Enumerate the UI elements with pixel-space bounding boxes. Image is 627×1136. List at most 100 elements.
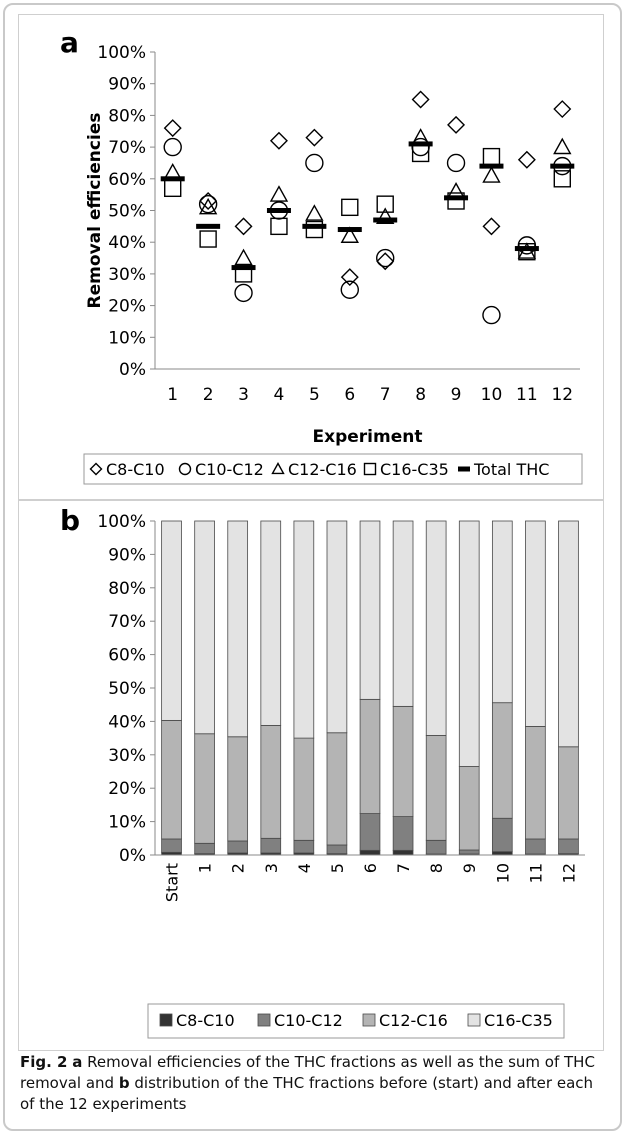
legend-b-label: C10-C12 <box>274 1011 343 1030</box>
legend-a-marker-total-thc <box>458 466 470 472</box>
bar-c16-c35 <box>392 520 414 707</box>
caption-a-label: a <box>72 1053 83 1071</box>
x-tick-label-a: 8 <box>415 385 426 405</box>
bar-c16-c35 <box>161 520 182 721</box>
legend-b-box <box>147 1003 565 1039</box>
y-tick-label-b: 10% <box>108 813 146 833</box>
y-tick-label-a: 30% <box>108 265 146 285</box>
point-c16-c35 <box>553 170 571 188</box>
caption-a-text: Removal efficiencies of the THC fraction… <box>20 1053 595 1092</box>
point-total-thc <box>160 176 185 182</box>
bar-c10-c12 <box>392 816 414 851</box>
y-tick-label-b: 90% <box>108 545 146 565</box>
bar-c12-c16 <box>161 719 182 840</box>
bar-c16-c35 <box>491 520 513 704</box>
point-c8-c10 <box>305 128 324 147</box>
point-total-thc <box>373 217 398 223</box>
point-c8-c10 <box>340 268 359 287</box>
y-tick-label-b: 100% <box>97 512 146 532</box>
point-total-thc <box>266 208 291 213</box>
bar-c16-c35 <box>227 520 249 738</box>
legend-a-marker-c8-c10 <box>89 462 103 476</box>
point-c8-c10 <box>269 131 288 150</box>
point-c8-c10 <box>482 217 501 236</box>
bar-c12-c16 <box>425 735 447 841</box>
x-tick-label-a: 5 <box>309 385 320 405</box>
point-c12-c16 <box>234 248 253 266</box>
point-c8-c10 <box>411 90 430 109</box>
bar-c16-c35 <box>425 520 447 736</box>
legend-a-item: Total THC <box>458 460 549 479</box>
point-c10-c12 <box>234 283 253 303</box>
point-c10-c12 <box>482 305 501 325</box>
legend-b-swatch-c8-c10 <box>159 1013 173 1027</box>
point-c16-c35 <box>376 195 394 213</box>
legend-b-item: C12-C16 <box>362 1011 448 1030</box>
y-tick-label-b: 50% <box>108 679 146 699</box>
bar-c12-c16 <box>525 726 546 840</box>
bar-c12-c16 <box>326 732 348 846</box>
point-c12-c16 <box>482 166 501 183</box>
bar-c12-c16 <box>194 733 215 844</box>
y-tick-label-b: 60% <box>108 646 146 666</box>
point-c12-c16 <box>340 226 359 243</box>
bar-c10-c12 <box>326 844 348 855</box>
x-axis-title-a: Experiment <box>313 427 423 447</box>
point-c8-c10 <box>376 252 395 271</box>
figure-frame <box>3 3 622 1131</box>
x-tick-label-a: 1 <box>167 385 178 405</box>
x-tick-label-b: 2 <box>229 863 248 873</box>
legend-a-label: C10-C12 <box>195 460 264 479</box>
point-c16-c35 <box>164 179 182 198</box>
legend-a-box <box>83 453 583 485</box>
point-c8-c10 <box>447 115 466 134</box>
x-tick-label-b: 4 <box>295 863 314 873</box>
y-tick-label-a: 50% <box>108 202 146 222</box>
bar-c10-c12 <box>558 838 579 855</box>
bar-c10-c12 <box>293 839 315 854</box>
panel-a-label: a <box>60 26 79 59</box>
y-tick-label-a: 100% <box>97 43 146 63</box>
point-c8-c10 <box>163 119 182 138</box>
legend-b-swatch-c12-c16 <box>362 1013 376 1027</box>
point-c12-c16 <box>553 137 572 155</box>
bar-c16-c35 <box>525 520 546 727</box>
bar-c12-c16 <box>491 702 513 819</box>
legend-a-marker-c10-c12 <box>178 462 192 476</box>
point-total-thc <box>444 195 469 201</box>
legend-a-item: C10-C12 <box>178 460 264 479</box>
point-c12-c16 <box>198 197 218 215</box>
legend-b-label: C8-C10 <box>176 1011 235 1030</box>
y-tick-label-b: 40% <box>108 712 146 732</box>
x-tick-label-a: 3 <box>238 385 249 405</box>
legend-b: C8-C10 C10-C12 C12-C16 C16-C35 <box>147 1003 565 1039</box>
legend-a-label: C16-C35 <box>380 460 449 479</box>
point-total-thc <box>514 246 539 252</box>
bar-c10-c12 <box>260 837 282 854</box>
caption-b-label: b <box>118 1074 130 1092</box>
legend-b-swatch-c16-c35 <box>467 1013 481 1027</box>
point-c12-c16 <box>305 204 324 221</box>
point-c10-c12 <box>198 194 218 214</box>
legend-b-label: C12-C16 <box>379 1011 448 1030</box>
x-tick-label-b: 12 <box>559 863 578 883</box>
point-total-thc <box>479 163 504 169</box>
y-axis-title-a: Removal efficiencies <box>85 113 105 309</box>
point-c8-c10 <box>517 150 536 169</box>
y-tick-label-a: 90% <box>108 75 146 95</box>
point-c16-c35 <box>270 217 288 236</box>
x-tick-label-b: 8 <box>427 863 446 873</box>
legend-a-item: C8-C10 <box>89 460 165 479</box>
panel-b-label: b <box>60 504 80 537</box>
chart-a: a0%10%20%30%40%50%60%70%80%90%100%1 2 3 4 5 6… <box>60 26 583 485</box>
bar-c8-c10 <box>491 851 513 856</box>
y-tick-label-a: 0% <box>119 360 146 380</box>
x-tick-label-b: 7 <box>394 863 413 873</box>
bar-c12-c16 <box>458 766 480 851</box>
panel-b <box>18 500 604 1051</box>
bar-c10-c12 <box>525 838 546 855</box>
x-tick-label-b: 5 <box>328 863 347 873</box>
x-tick-label-a: 7 <box>380 385 391 405</box>
bar-c16-c35 <box>260 520 282 726</box>
bar-c16-c35 <box>359 520 381 700</box>
